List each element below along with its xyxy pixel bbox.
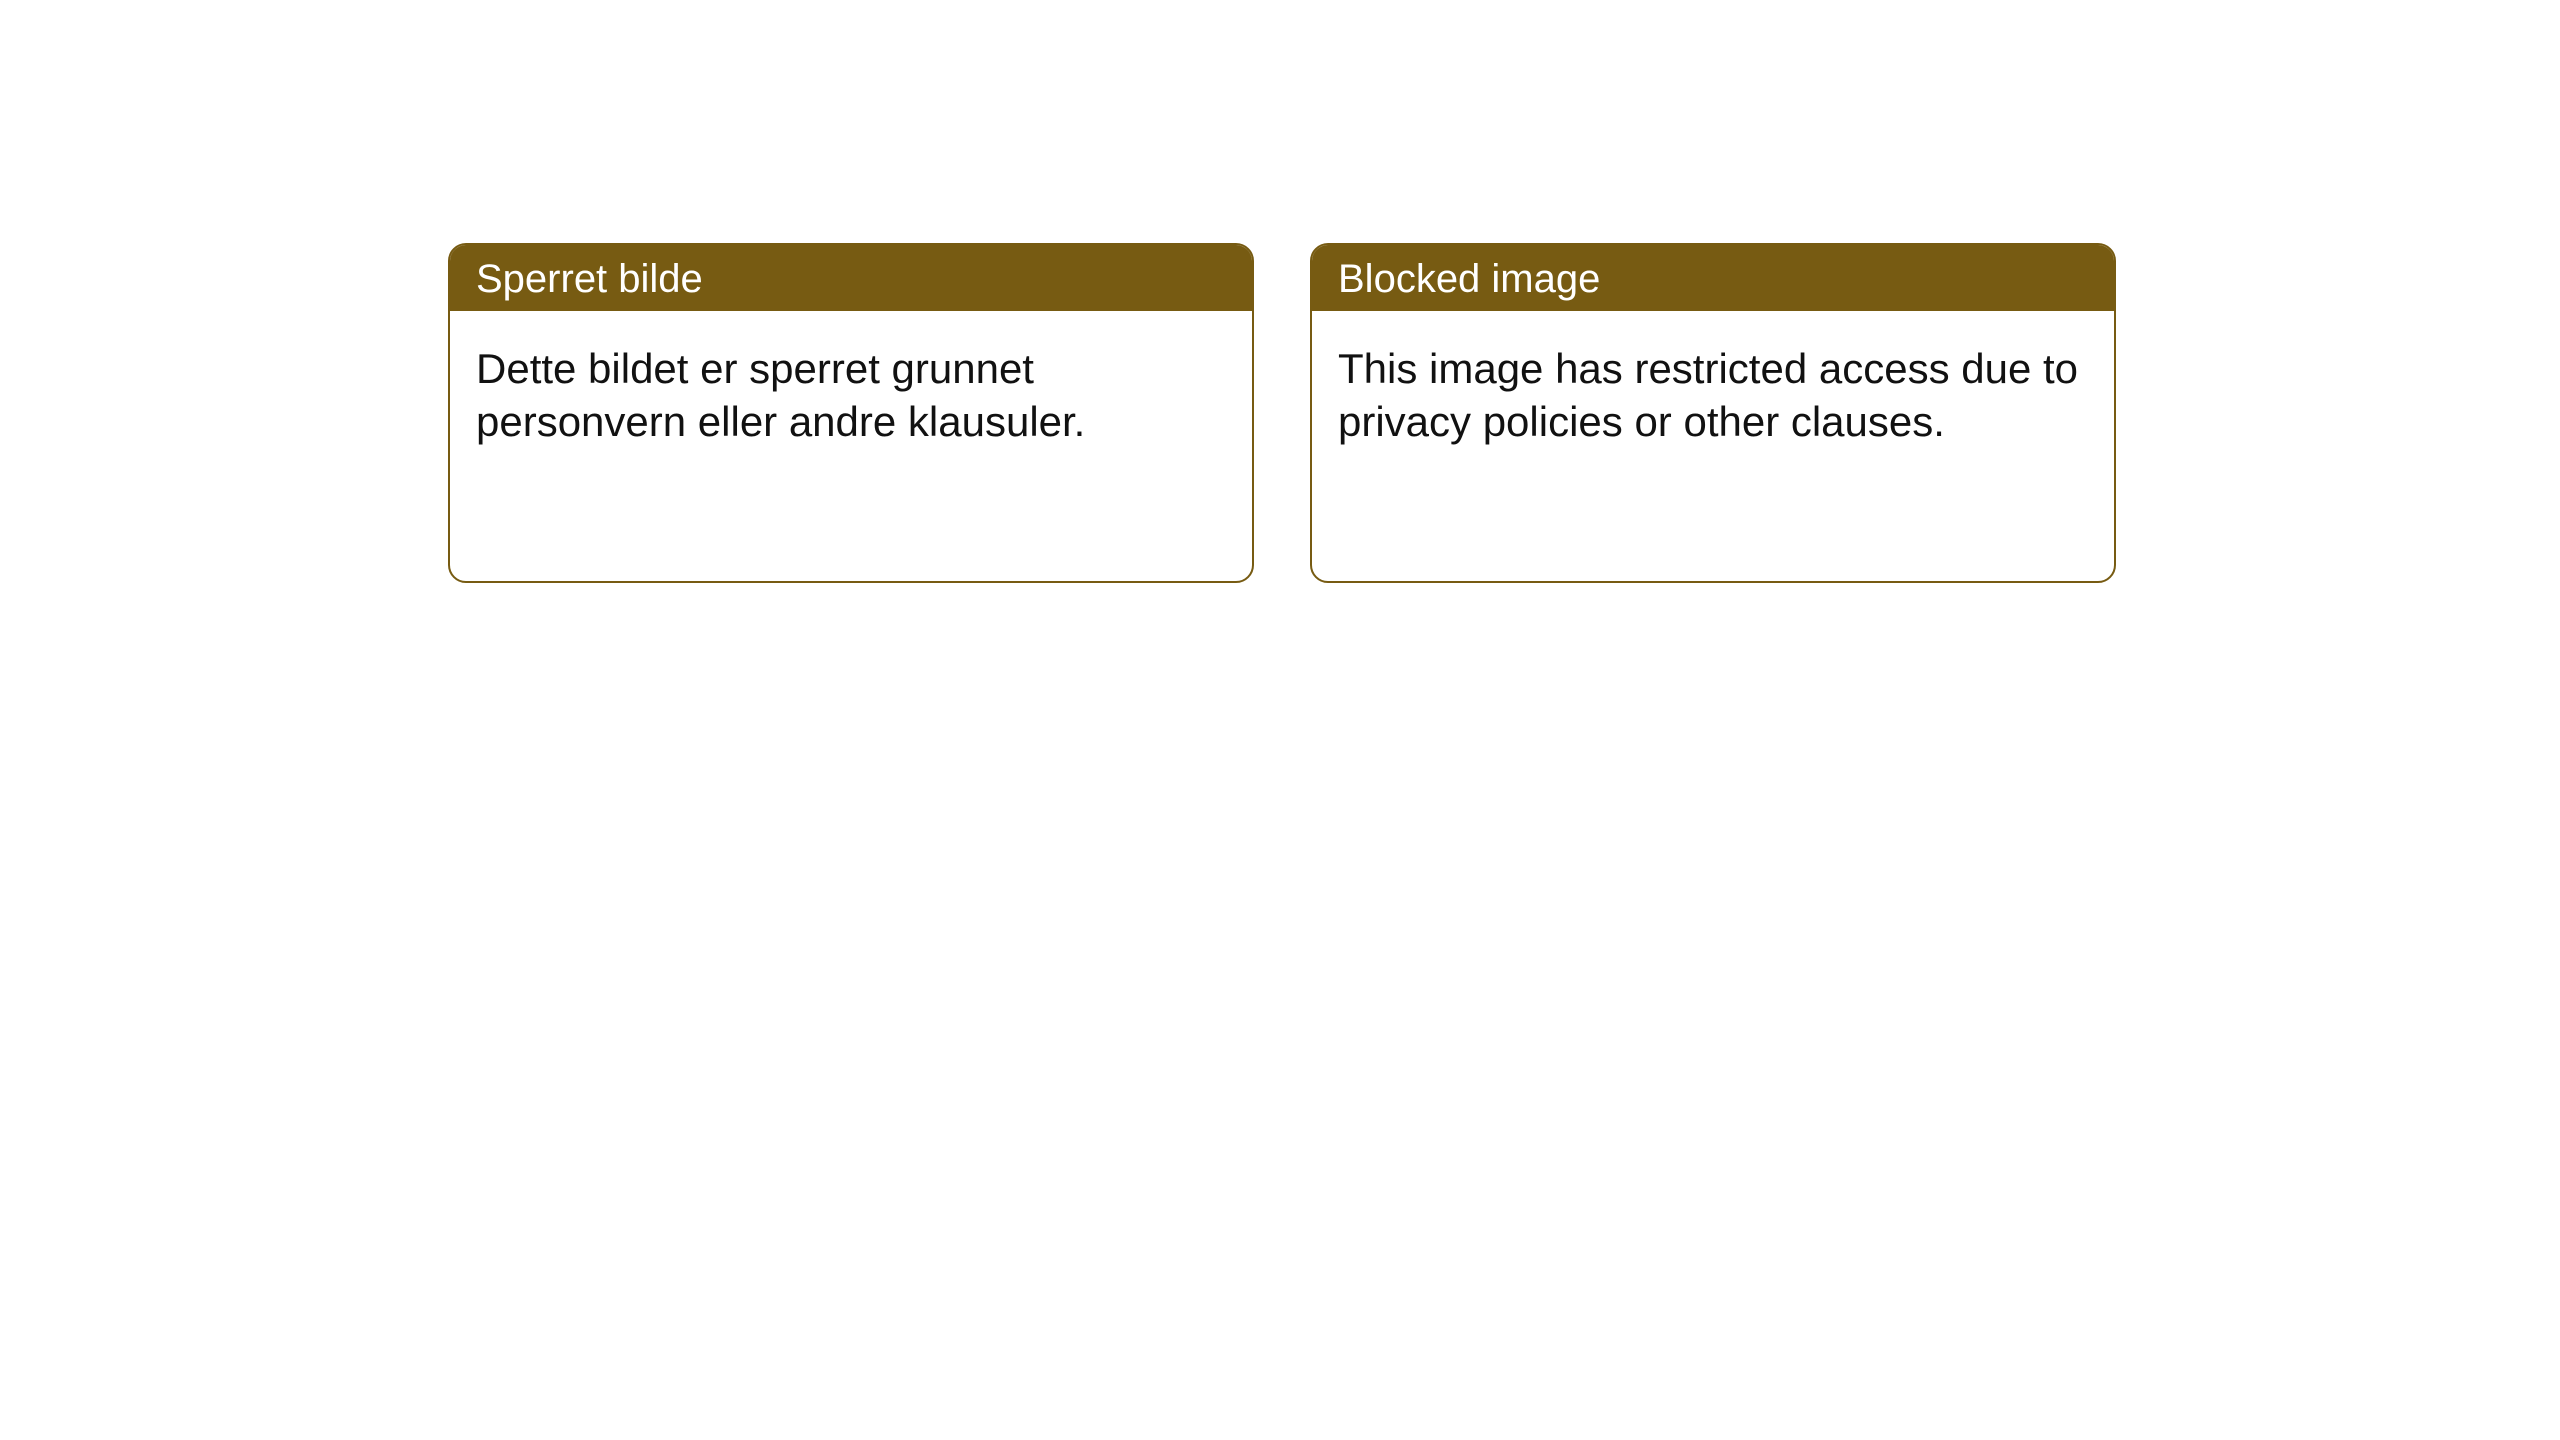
notice-card-body: This image has restricted access due to … xyxy=(1312,311,2114,448)
notice-card-row: Sperret bilde Dette bildet er sperret gr… xyxy=(448,243,2116,583)
notice-card-english: Blocked image This image has restricted … xyxy=(1310,243,2116,583)
notice-card-title: Sperret bilde xyxy=(450,245,1252,311)
notice-card-title: Blocked image xyxy=(1312,245,2114,311)
notice-card-norwegian: Sperret bilde Dette bildet er sperret gr… xyxy=(448,243,1254,583)
notice-card-body: Dette bildet er sperret grunnet personve… xyxy=(450,311,1252,448)
